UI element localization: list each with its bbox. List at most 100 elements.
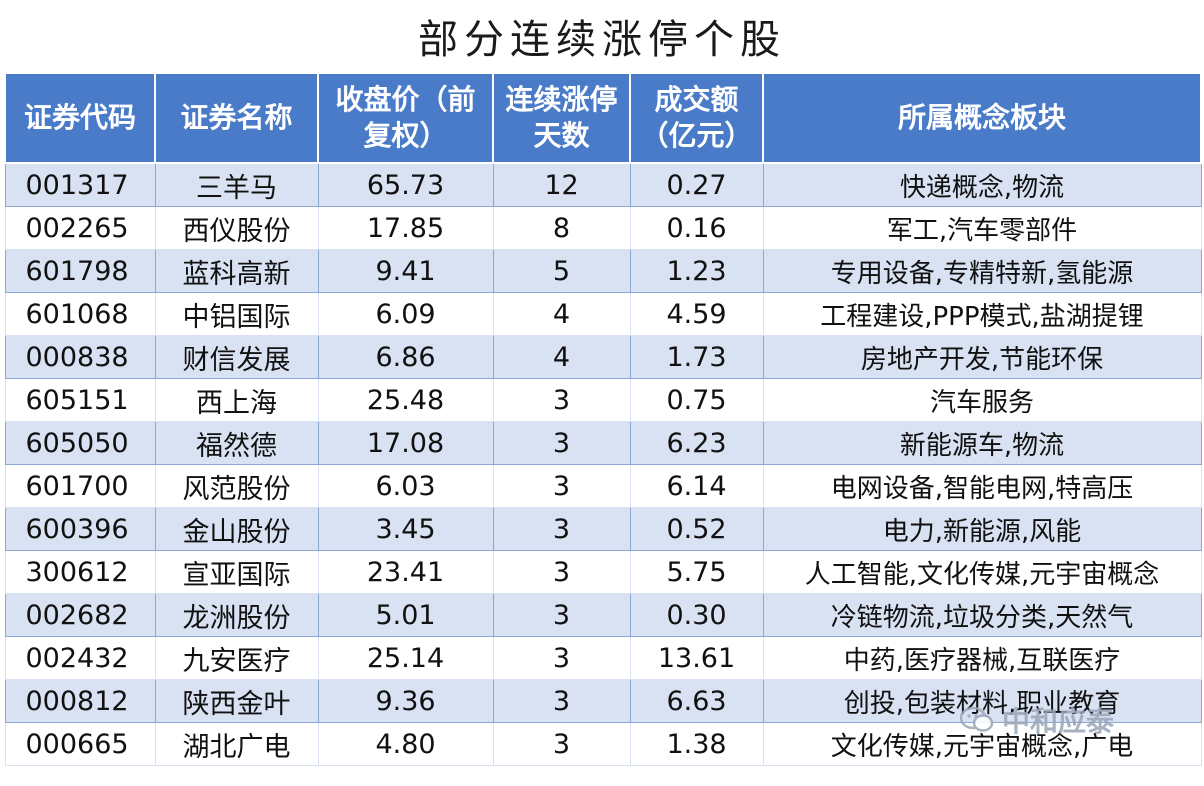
cell-turnover: 5.75 [629, 550, 764, 594]
table-row: 000812 陕西金叶 9.36 3 6.63 创投,包装材料,职业教育 [4, 679, 1202, 723]
table-row: 002265 西仪股份 17.85 8 0.16 军工,汽车零部件 [4, 206, 1202, 250]
cell-turnover: 0.27 [629, 162, 764, 207]
cell-stock-code: 601798 [4, 249, 156, 293]
cell-stock-code: 000665 [4, 722, 156, 766]
cell-close-price: 17.08 [317, 421, 494, 465]
cell-stock-code: 002432 [4, 636, 156, 680]
table-row: 601700 风范股份 6.03 3 6.14 电网设备,智能电网,特高压 [4, 464, 1202, 508]
cell-stock-code: 601068 [4, 292, 156, 336]
table-header-row: 证券代码 证券名称 收盘价（前 复权） 连续涨停 天数 成交额 （亿元） 所属概念板块 [4, 72, 1202, 164]
cell-concept-sector: 专用设备,专精特新,氢能源 [762, 249, 1202, 293]
table-row: 300612 宣亚国际 23.41 3 5.75 人工智能,文化传媒,元宇宙概念 [4, 550, 1202, 594]
cell-stock-code: 600396 [4, 507, 156, 551]
cell-limit-up-days: 3 [492, 593, 631, 637]
cell-stock-code: 002265 [4, 206, 156, 250]
cell-stock-name: 宣亚国际 [154, 550, 319, 594]
cell-stock-code: 001317 [4, 162, 156, 207]
table-row: 601798 蓝科高新 9.41 5 1.23 专用设备,专精特新,氢能源 [4, 249, 1202, 293]
cell-turnover: 1.73 [629, 335, 764, 379]
cell-turnover: 1.23 [629, 249, 764, 293]
cell-turnover: 4.59 [629, 292, 764, 336]
cell-stock-name: 金山股份 [154, 507, 319, 551]
cell-turnover: 1.38 [629, 722, 764, 766]
cell-turnover: 0.52 [629, 507, 764, 551]
cell-stock-code: 605151 [4, 378, 156, 422]
cell-stock-name: 财信发展 [154, 335, 319, 379]
cell-close-price: 17.85 [317, 206, 494, 250]
table-row: 001317 三羊马 65.73 12 0.27 快递概念,物流 [4, 162, 1202, 207]
cell-close-price: 25.14 [317, 636, 494, 680]
table-row: 601068 中铝国际 6.09 4 4.59 工程建设,PPP模式,盐湖提锂 [4, 292, 1202, 336]
header-close-price: 收盘价（前 复权） [317, 72, 494, 164]
table-row: 000838 财信发展 6.86 4 1.73 房地产开发,节能环保 [4, 335, 1202, 379]
cell-close-price: 23.41 [317, 550, 494, 594]
table-row: 002432 九安医疗 25.14 3 13.61 中药,医疗器械,互联医疗 [4, 636, 1202, 680]
header-stock-code: 证券代码 [4, 72, 156, 164]
cell-limit-up-days: 12 [492, 162, 631, 207]
wechat-icon [960, 706, 994, 732]
cell-close-price: 9.41 [317, 249, 494, 293]
cell-concept-sector: 汽车服务 [762, 378, 1202, 422]
table-row: 605151 西上海 25.48 3 0.75 汽车服务 [4, 378, 1202, 422]
cell-turnover: 0.30 [629, 593, 764, 637]
watermark-text: 中和应泰 [1002, 705, 1115, 738]
cell-close-price: 9.36 [317, 679, 494, 723]
cell-stock-name: 蓝科高新 [154, 249, 319, 293]
cell-stock-name: 龙洲股份 [154, 593, 319, 637]
header-stock-name: 证券名称 [154, 72, 319, 164]
cell-concept-sector: 电力,新能源,风能 [762, 507, 1202, 551]
cell-limit-up-days: 3 [492, 464, 631, 508]
stock-table: 证券代码 证券名称 收盘价（前 复权） 连续涨停 天数 成交额 （亿元） 所属概念板块… [4, 72, 1202, 766]
cell-stock-code: 000838 [4, 335, 156, 379]
cell-limit-up-days: 3 [492, 421, 631, 465]
cell-limit-up-days: 3 [492, 550, 631, 594]
cell-turnover: 0.16 [629, 206, 764, 250]
cell-stock-name: 福然德 [154, 421, 319, 465]
cell-limit-up-days: 8 [492, 206, 631, 250]
cell-turnover: 6.23 [629, 421, 764, 465]
cell-close-price: 25.48 [317, 378, 494, 422]
cell-stock-name: 风范股份 [154, 464, 319, 508]
cell-turnover: 0.75 [629, 378, 764, 422]
cell-close-price: 5.01 [317, 593, 494, 637]
cell-limit-up-days: 3 [492, 722, 631, 766]
cell-close-price: 4.80 [317, 722, 494, 766]
table-row: 000665 湖北广电 4.80 3 1.38 文化传媒,元宇宙概念,广电 [4, 722, 1202, 766]
cell-stock-name: 西仪股份 [154, 206, 319, 250]
table-row: 002682 龙洲股份 5.01 3 0.30 冷链物流,垃圾分类,天然气 [4, 593, 1202, 637]
cell-stock-name: 中铝国际 [154, 292, 319, 336]
cell-concept-sector: 房地产开发,节能环保 [762, 335, 1202, 379]
table-row: 600396 金山股份 3.45 3 0.52 电力,新能源,风能 [4, 507, 1202, 551]
cell-concept-sector: 电网设备,智能电网,特高压 [762, 464, 1202, 508]
cell-stock-code: 605050 [4, 421, 156, 465]
cell-stock-name: 三羊马 [154, 162, 319, 207]
cell-close-price: 6.03 [317, 464, 494, 508]
cell-stock-name: 陕西金叶 [154, 679, 319, 723]
header-turnover: 成交额 （亿元） [629, 72, 764, 164]
cell-concept-sector: 快递概念,物流 [762, 162, 1202, 207]
cell-concept-sector: 军工,汽车零部件 [762, 206, 1202, 250]
cell-limit-up-days: 3 [492, 507, 631, 551]
cell-stock-name: 九安医疗 [154, 636, 319, 680]
cell-concept-sector: 冷链物流,垃圾分类,天然气 [762, 593, 1202, 637]
cell-stock-code: 601700 [4, 464, 156, 508]
cell-concept-sector: 中药,医疗器械,互联医疗 [762, 636, 1202, 680]
cell-limit-up-days: 4 [492, 335, 631, 379]
cell-limit-up-days: 4 [492, 292, 631, 336]
cell-turnover: 6.14 [629, 464, 764, 508]
cell-close-price: 3.45 [317, 507, 494, 551]
table-row: 605050 福然德 17.08 3 6.23 新能源车,物流 [4, 421, 1202, 465]
cell-limit-up-days: 5 [492, 249, 631, 293]
cell-stock-code: 000812 [4, 679, 156, 723]
cell-stock-name: 湖北广电 [154, 722, 319, 766]
header-limit-up-days: 连续涨停 天数 [492, 72, 631, 164]
cell-concept-sector: 工程建设,PPP模式,盐湖提锂 [762, 292, 1202, 336]
cell-close-price: 6.09 [317, 292, 494, 336]
cell-turnover: 6.63 [629, 679, 764, 723]
cell-stock-code: 002682 [4, 593, 156, 637]
cell-limit-up-days: 3 [492, 636, 631, 680]
header-concept-sector: 所属概念板块 [762, 72, 1202, 164]
watermark: 中和应泰 [960, 700, 1200, 740]
cell-limit-up-days: 3 [492, 378, 631, 422]
page-title: 部分连续涨停个股 [418, 17, 786, 63]
